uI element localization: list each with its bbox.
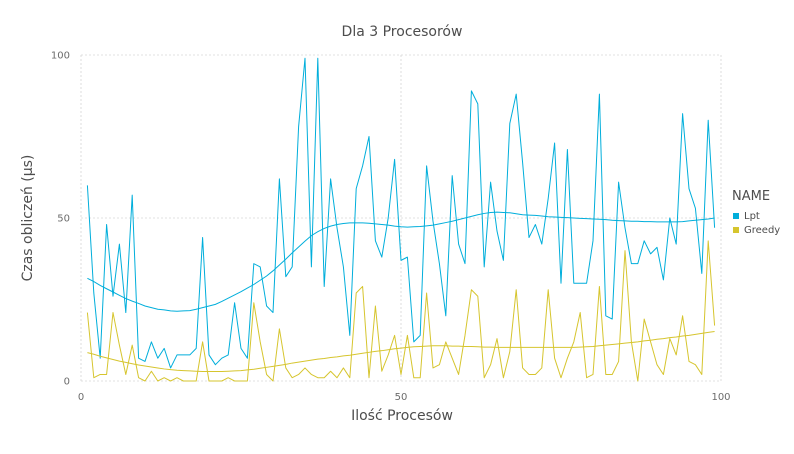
legend-swatch-lpt: [733, 213, 739, 219]
y-tick-label: 100: [51, 51, 70, 62]
legend-swatch-greedy: [733, 227, 739, 233]
x-tick-labels: 0 50 100: [78, 392, 731, 403]
legend: NAME Lpt Greedy: [732, 189, 780, 236]
legend-label-greedy: Greedy: [744, 225, 780, 236]
series-line-lpt: [86, 57, 716, 369]
series-lines: [86, 57, 716, 382]
y-tick-labels: 0 50 100: [51, 51, 70, 388]
series-line-greedy: [86, 240, 716, 382]
y-tick-label: 50: [57, 214, 70, 225]
trend-line-lpt: [87, 211, 715, 312]
x-tick-label: 0: [78, 392, 84, 403]
trend-line-greedy: [87, 330, 715, 373]
x-axis-label: Ilość Procesów: [351, 408, 453, 424]
chart-title: Dla 3 Procesorów: [342, 24, 463, 40]
grid: [80, 54, 722, 382]
legend-title: NAME: [732, 189, 770, 204]
y-axis-label: Czas obliczeń (μs): [20, 155, 36, 282]
x-tick-label: 50: [395, 392, 408, 403]
legend-label-lpt: Lpt: [744, 211, 760, 222]
y-tick-label: 0: [64, 377, 70, 388]
x-tick-label: 100: [711, 392, 730, 403]
